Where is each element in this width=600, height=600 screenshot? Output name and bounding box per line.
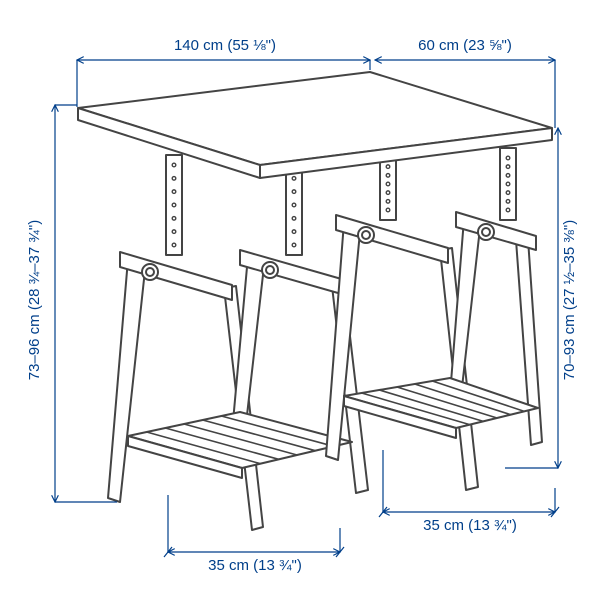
left-trestle	[108, 155, 368, 530]
desk-illustration	[78, 72, 552, 530]
trestle-leg	[108, 259, 145, 502]
dimension-diagram: 140 cm (55 ⅛") 60 cm (23 ⅝") 73–96 cm (28 …	[0, 0, 600, 600]
dim-label-trestle_depth_left: 35 cm (13 ¾")	[208, 557, 302, 574]
adjust-knob	[142, 264, 158, 280]
trestle-shelf	[344, 378, 538, 428]
dim-label-trestle_depth_right: 35 cm (13 ¾")	[423, 517, 517, 534]
adjust-knob	[358, 227, 374, 243]
adjust-knob	[262, 262, 278, 278]
adjust-knob	[478, 224, 494, 240]
dim-label-height_shelf_to_top: 70–93 cm (27 ½–35 ⅜")	[561, 220, 578, 380]
tabletop	[78, 72, 552, 178]
dim-label-tabletop_depth: 60 cm (23 ⅝")	[418, 37, 512, 54]
dim-label-height_total: 73–96 cm (28 ¾–37 ¾")	[26, 220, 43, 380]
dim-label-tabletop_length: 140 cm (55 ⅛")	[174, 37, 276, 54]
trestle-leg	[516, 239, 542, 445]
